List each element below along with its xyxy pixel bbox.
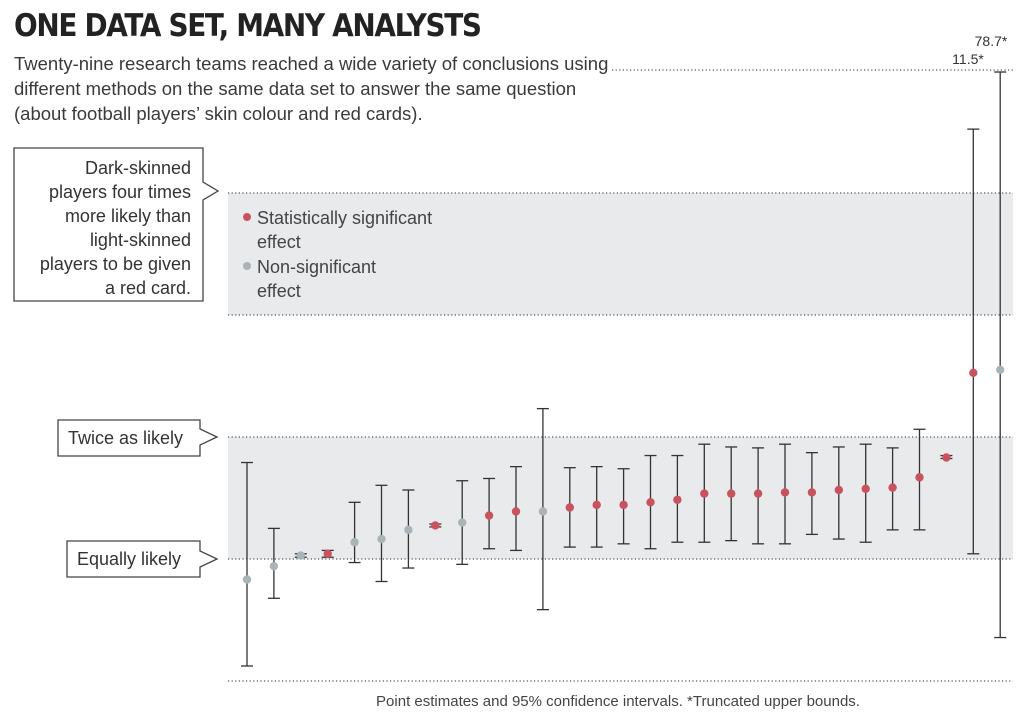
point-team-27 <box>942 453 951 462</box>
team-3-estimate <box>294 551 307 560</box>
team-11-estimate <box>510 465 522 552</box>
callout-four-times-line-3: more likely than <box>65 206 191 226</box>
legend-marker-non-significant <box>243 262 251 270</box>
team-19-estimate <box>725 446 738 542</box>
point-team-13 <box>565 503 574 512</box>
point-team-21 <box>780 488 790 497</box>
point-team-9 <box>458 518 467 527</box>
team-1-estimate <box>241 461 253 667</box>
point-team-14 <box>592 500 601 510</box>
callout-four-times-line-2: players four times <box>49 182 191 202</box>
point-team-7 <box>404 525 413 535</box>
band-four-times <box>228 193 1013 315</box>
point-team-20 <box>753 489 763 498</box>
point-team-8 <box>431 521 440 530</box>
point-team-12 <box>538 507 548 516</box>
legend-label-significant-line-1: Statistically significant <box>257 208 432 228</box>
callout-four-times-line-4: light-skinned <box>90 230 191 250</box>
point-team-11 <box>511 507 521 516</box>
callout-equal-label: Equally likely <box>77 549 181 569</box>
band-equal-to-twice <box>228 437 1013 559</box>
team-5-estimate <box>348 501 361 564</box>
point-team-24 <box>861 484 870 494</box>
point-team-6 <box>377 534 386 544</box>
legend-label-non-significant-line-2: effect <box>257 281 301 301</box>
team-8-estimate <box>429 521 442 530</box>
team-25-estimate <box>886 447 899 531</box>
callout-equal: Equally likely <box>66 540 219 578</box>
point-team-18 <box>700 489 709 498</box>
callout-twice: Twice as likely <box>57 419 219 457</box>
point-team-29 <box>996 365 1005 374</box>
team-27-estimate <box>940 453 953 462</box>
team-17-estimate <box>671 454 684 543</box>
truncation-label-team-29: 78.7* <box>975 33 1008 49</box>
team-12-estimate <box>536 407 549 611</box>
point-team-22 <box>807 488 817 497</box>
point-team-25 <box>888 483 897 492</box>
callout-four-times-line-5: players to be given <box>40 254 191 274</box>
point-team-5 <box>350 538 359 547</box>
callout-four-times-line-6: a red card. <box>105 278 191 298</box>
legend-marker-significant <box>243 213 251 221</box>
point-team-15 <box>619 500 628 510</box>
callout-twice-label: Twice as likely <box>68 428 183 448</box>
point-team-16 <box>646 498 655 507</box>
point-team-28 <box>969 368 978 378</box>
team-13-estimate <box>563 467 576 548</box>
team-2-estimate <box>267 527 280 599</box>
point-team-26 <box>915 473 924 482</box>
legend: Statistically significant effect Non-sig… <box>243 208 432 301</box>
point-team-10 <box>484 511 494 520</box>
data-marks: 11.5* 78.7* <box>241 33 1008 667</box>
chart-subtitle: Twenty-nine research teams reached a wid… <box>14 53 609 124</box>
legend-label-significant-line-2: effect <box>257 232 301 252</box>
team-21-estimate <box>779 443 791 545</box>
team-28-estimate <box>967 128 980 555</box>
team-14-estimate <box>590 465 603 548</box>
point-team-4 <box>323 549 332 558</box>
team-29-estimate <box>994 71 1007 639</box>
team-22-estimate <box>805 451 818 536</box>
legend-label-non-significant-line-1: Non-significant <box>257 257 376 277</box>
team-6-estimate <box>375 484 388 583</box>
team-26-estimate <box>913 428 926 531</box>
point-team-1 <box>242 575 252 584</box>
point-team-17 <box>673 495 682 504</box>
footnote: Point estimates and 95% confidence inter… <box>376 693 860 710</box>
team-24-estimate <box>859 443 872 543</box>
team-16-estimate <box>644 454 657 550</box>
truncation-label-team-28: 11.5* <box>952 51 984 67</box>
team-20-estimate <box>752 447 765 545</box>
team-18-estimate <box>698 443 711 543</box>
point-team-3 <box>296 551 305 560</box>
team-23-estimate <box>832 446 845 540</box>
chart-title: ONE DATA SET, MANY ANALYSTS <box>14 8 482 44</box>
team-7-estimate <box>402 489 415 569</box>
point-team-2 <box>269 561 279 571</box>
point-team-23 <box>834 485 843 495</box>
team-4-estimate <box>321 549 334 558</box>
point-team-19 <box>727 489 736 498</box>
team-10-estimate <box>483 477 496 550</box>
team-9-estimate <box>456 480 469 566</box>
team-15-estimate <box>617 468 630 545</box>
callout-four-times-line-1: Dark-skinned <box>85 158 191 178</box>
callout-four-times: Dark-skinned players four times more lik… <box>13 147 220 302</box>
